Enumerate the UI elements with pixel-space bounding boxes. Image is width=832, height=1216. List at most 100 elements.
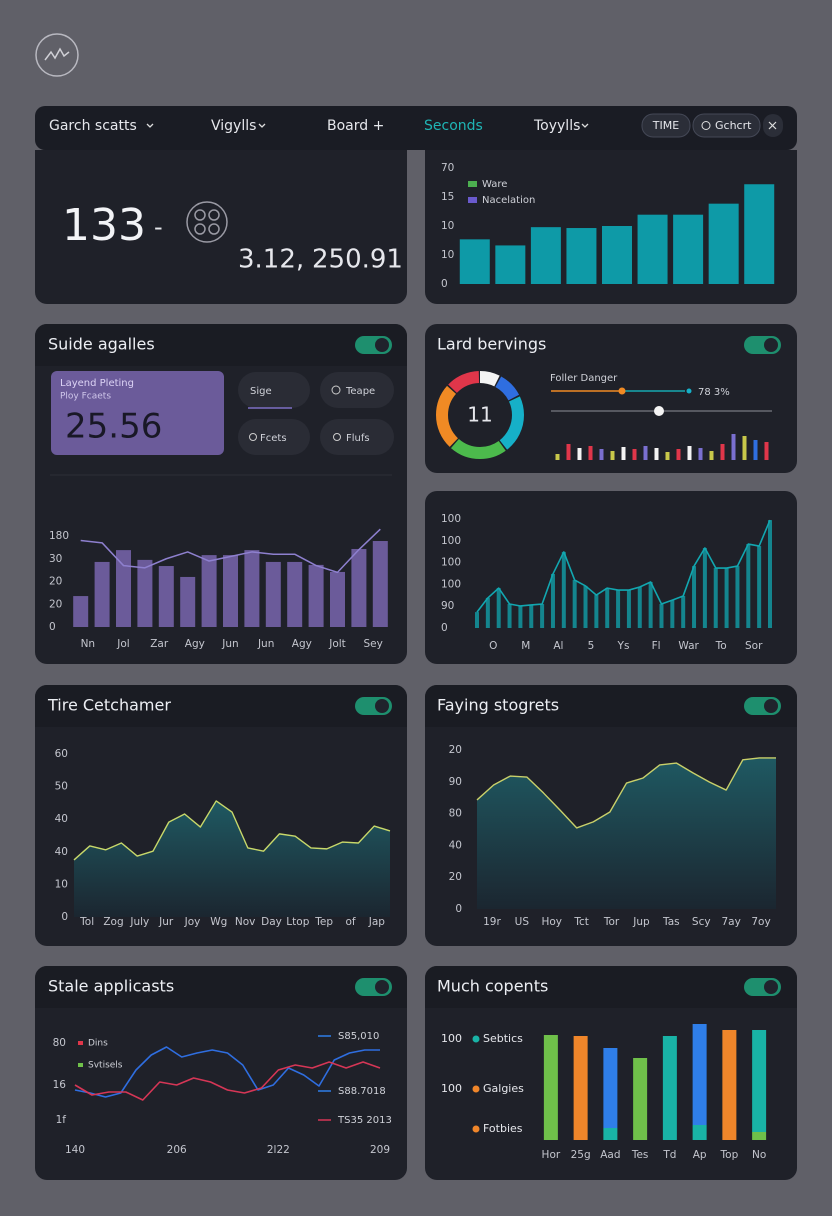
chip-label[interactable]: Fcets bbox=[260, 433, 287, 444]
bar bbox=[744, 184, 775, 284]
stem-bar bbox=[681, 595, 686, 628]
y-tick-label: 100 bbox=[441, 513, 461, 525]
stem-bar bbox=[659, 604, 664, 628]
chip[interactable] bbox=[238, 419, 310, 455]
chip[interactable] bbox=[320, 372, 394, 408]
stem-bar bbox=[768, 520, 772, 628]
kpi-secondary: 250.91 bbox=[312, 245, 403, 275]
stem-bar bbox=[572, 580, 577, 628]
slider-knob[interactable] bbox=[654, 406, 664, 416]
x-tick-label: 140 bbox=[65, 1144, 85, 1156]
toggle[interactable] bbox=[744, 978, 781, 996]
button[interactable] bbox=[641, 113, 691, 138]
bar bbox=[610, 451, 615, 460]
y-tick-label: 10 bbox=[441, 220, 454, 232]
legend-value: 100 bbox=[441, 1032, 462, 1045]
nav-item[interactable]: Board + bbox=[327, 118, 384, 134]
y-tick-label: 10 bbox=[441, 249, 454, 261]
logo[interactable] bbox=[35, 33, 79, 77]
y-tick-label: 1f bbox=[56, 1114, 67, 1126]
x-tick-label: Nov bbox=[235, 916, 256, 928]
nav-item-active[interactable]: Seconds bbox=[424, 118, 483, 134]
toggle[interactable] bbox=[355, 697, 392, 715]
bar bbox=[555, 454, 560, 460]
chip-label[interactable]: Teape bbox=[345, 386, 375, 397]
bar bbox=[459, 239, 490, 284]
y-tick-label: 90 bbox=[441, 600, 454, 612]
slider-value: 78 3% bbox=[698, 387, 730, 398]
chevron bbox=[258, 123, 266, 128]
panel-title: Much copents bbox=[437, 977, 548, 996]
x-tick-label: Agy bbox=[292, 638, 312, 650]
nav-item[interactable]: Toyylls bbox=[533, 118, 580, 134]
x-tick-label: July bbox=[129, 916, 149, 928]
y-tick-label: 16 bbox=[53, 1079, 67, 1091]
slider-knob[interactable] bbox=[618, 387, 626, 395]
suide-panel: Suide agalles Layend Pleting Ploy Fcaets… bbox=[48, 335, 394, 476]
donut-segment bbox=[436, 371, 524, 459]
bar bbox=[372, 541, 388, 627]
x-tick-label: O bbox=[489, 640, 497, 652]
x-tick-label: Aad bbox=[600, 1149, 620, 1161]
annotation: S88.7018 bbox=[338, 1086, 386, 1097]
button-label[interactable]: Gchcrt bbox=[715, 119, 752, 132]
stem-bar bbox=[713, 568, 718, 628]
line bbox=[476, 757, 776, 829]
toggle[interactable] bbox=[355, 336, 392, 354]
x-tick-label: of bbox=[345, 916, 355, 928]
chip[interactable] bbox=[238, 372, 310, 408]
x-tick-label: Sey bbox=[363, 638, 382, 650]
bar bbox=[201, 555, 217, 627]
chip-icon bbox=[333, 433, 341, 441]
y-tick-label: 20 bbox=[49, 598, 62, 610]
bar bbox=[722, 1030, 737, 1140]
legend-label: Fotbies bbox=[483, 1122, 523, 1135]
y-tick-label: 20 bbox=[49, 576, 62, 588]
panel-title: Faying stogrets bbox=[437, 696, 559, 715]
nav-item[interactable]: Vigylls bbox=[211, 118, 256, 134]
x-tick-label: M bbox=[521, 640, 530, 652]
toggle[interactable] bbox=[744, 697, 781, 715]
slider-knob[interactable] bbox=[686, 388, 692, 394]
donut-segment bbox=[436, 371, 524, 459]
panel-header bbox=[425, 966, 797, 1008]
panels bbox=[35, 150, 797, 1180]
chip-label[interactable]: Flufs bbox=[346, 433, 370, 444]
chevron bbox=[581, 123, 589, 128]
x-tick-label: Jap bbox=[368, 916, 386, 928]
bar bbox=[244, 550, 260, 627]
bar bbox=[708, 203, 739, 284]
x-tick-label: Ys bbox=[617, 640, 630, 652]
bar bbox=[180, 576, 196, 627]
y-tick-label: 0 bbox=[61, 911, 68, 923]
y-tick-label: 40 bbox=[449, 839, 462, 851]
bar bbox=[676, 449, 681, 460]
bar bbox=[742, 436, 747, 460]
stem-bar bbox=[507, 604, 512, 628]
legend-label: Dins bbox=[88, 1039, 108, 1049]
x-tick-label: Td bbox=[662, 1149, 676, 1161]
chip-label[interactable]: Sige bbox=[250, 386, 272, 397]
x-tick-label: Sor bbox=[745, 640, 763, 652]
chip[interactable] bbox=[320, 419, 394, 455]
x-tick-label: Nn bbox=[81, 638, 96, 650]
nav-item[interactable]: Garch scatts bbox=[49, 118, 137, 134]
panel-title: Suide agalles bbox=[48, 335, 155, 354]
kpi-separator: - bbox=[154, 213, 163, 241]
y-tick-label: 70 bbox=[441, 162, 454, 174]
toggle[interactable] bbox=[744, 336, 781, 354]
button-label[interactable]: TIME bbox=[652, 119, 679, 132]
y-tick-label: 100 bbox=[441, 578, 461, 590]
legend-swatch bbox=[78, 1041, 83, 1045]
kpi-icon bbox=[186, 201, 228, 243]
y-tick-label: 40 bbox=[55, 813, 68, 825]
button[interactable] bbox=[692, 113, 761, 138]
bar bbox=[495, 245, 526, 284]
bar bbox=[265, 561, 281, 627]
toggle[interactable] bbox=[355, 978, 392, 996]
bar bbox=[662, 1036, 677, 1140]
y-tick-label: 90 bbox=[449, 776, 462, 788]
legend-dot bbox=[472, 1035, 480, 1043]
legend-label: Nacelation bbox=[482, 195, 535, 206]
y-tick-label: 80 bbox=[449, 808, 462, 820]
